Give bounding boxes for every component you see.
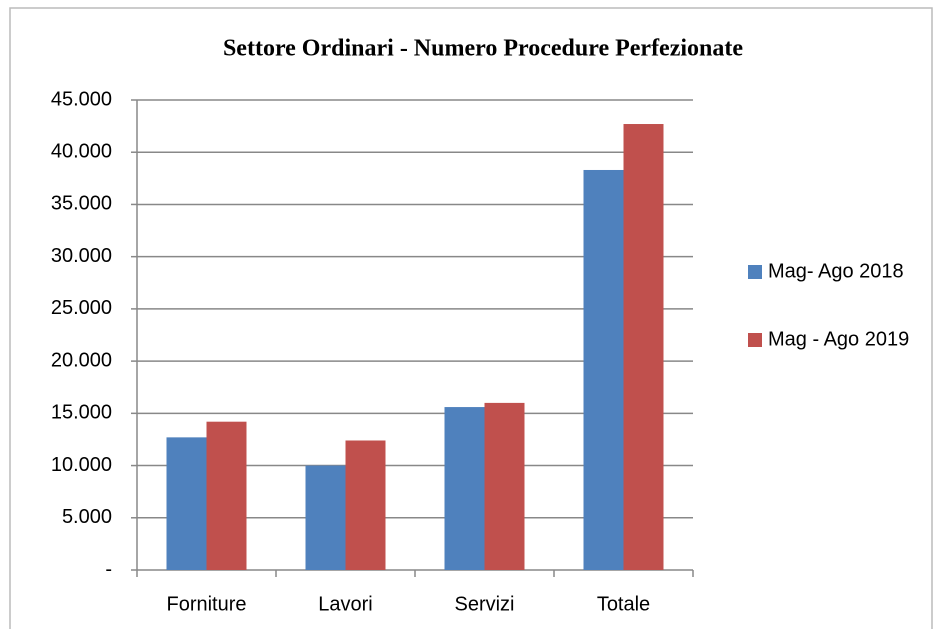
x-tick-label: Totale: [597, 593, 650, 615]
y-tick-label: 5.000: [62, 506, 112, 528]
bar: [305, 465, 346, 570]
bar: [166, 437, 207, 570]
y-tick-label: 30.000: [51, 245, 112, 267]
y-tick-label: 15.000: [51, 402, 112, 424]
chart-title: Settore Ordinari - Numero Procedure Perf…: [223, 36, 743, 62]
x-tick-label: Servizi: [454, 593, 514, 615]
y-tick-label: 40.000: [51, 141, 112, 163]
y-tick-label: 35.000: [51, 193, 112, 215]
x-tick-label: Lavori: [318, 593, 372, 615]
bar: [623, 124, 664, 571]
legend-label: Mag - Ago 2019: [768, 328, 909, 350]
x-tick-label: Forniture: [166, 593, 246, 615]
bar: [345, 440, 386, 570]
y-tick-label: -: [105, 558, 112, 580]
y-tick-label: 45.000: [51, 88, 112, 110]
legend-swatch: [748, 265, 762, 279]
y-tick-label: 25.000: [51, 297, 112, 319]
y-tick-label: 10.000: [51, 454, 112, 476]
bar: [206, 421, 247, 570]
bar: [444, 407, 485, 570]
bar: [484, 402, 525, 570]
bar: [583, 169, 624, 570]
legend-label: Mag- Ago 2018: [768, 260, 904, 282]
y-tick-label: 20.000: [51, 349, 112, 371]
legend-swatch: [748, 333, 762, 347]
